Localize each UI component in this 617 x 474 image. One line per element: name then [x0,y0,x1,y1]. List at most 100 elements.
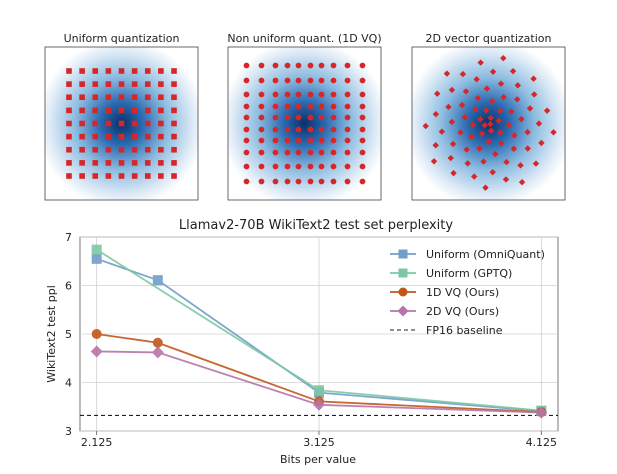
uniform-point [171,107,177,114]
vq-point [496,107,504,115]
legend-marker [398,287,408,297]
nonuniform-point [258,62,265,69]
nonuniform-point [307,91,314,98]
uniform-point [118,68,125,74]
nonuniform-point [330,126,337,133]
uniform-point [79,160,85,166]
uniform-point [131,81,138,87]
uniform-point [105,94,112,101]
vq-point [489,168,496,176]
vq-point [450,169,457,177]
uniform-point [171,94,177,101]
uniform-grid-points [66,68,177,179]
nonuniform-point [284,126,291,133]
uniform-point [144,81,151,87]
uniform-point [92,133,99,140]
nonuniform-point [272,62,279,69]
vq-point [502,176,510,183]
uniform-point [158,173,164,179]
uniform-point [66,107,72,114]
nonuniform-point [295,62,302,69]
nonuniform-point [307,77,314,84]
vq-point [509,67,517,75]
vq-point [422,122,429,130]
nonuniform-point [330,163,337,170]
uniform-point [92,146,99,153]
panel-title-1d-vq: Non uniform quant. (1D VQ) [227,32,382,45]
nonuniform-point [359,103,366,110]
uniform-point [79,173,85,179]
vq-point [531,91,538,98]
nonuniform-point [344,62,351,69]
nonuniform-point [295,137,302,144]
uniform-point [118,120,125,127]
nonuniform-point [284,91,291,98]
nonuniform-point [359,62,366,69]
nonuniform-point [284,163,291,170]
vq-point [462,88,470,95]
vq-point [514,82,521,89]
nonuniform-point [295,178,302,185]
nonuniform-point [272,149,279,156]
panel-2d-vector-quantization [411,46,566,201]
uniform-point [92,160,99,166]
nonuniform-point [258,149,265,156]
vq-point [487,127,495,134]
vq-point [510,145,518,152]
chart-title: Llamav2-70B WikiText2 test set perplexit… [179,218,453,233]
vq-point [482,184,489,191]
nonuniform-point [258,91,265,98]
data-point [91,253,102,264]
uniform-point [105,160,112,166]
vq-point [473,76,480,83]
uniform-point [144,94,151,101]
nonuniform-point [272,103,279,110]
nonuniform-point [318,77,325,84]
data-point [152,275,163,286]
data-point [152,337,163,348]
nonuniform-point [318,178,325,185]
nonuniform-point [330,77,337,84]
nonuniform-point [344,103,351,110]
vq-point [492,150,499,158]
uniform-point [92,94,99,101]
nonuniform-point [359,178,366,185]
vq-point [477,116,484,123]
uniform-point [79,68,85,74]
uniform-point [92,68,99,74]
nonuniform-point [243,137,250,144]
uniform-point [118,160,125,166]
nonuniform-point [318,103,325,110]
vq-point [507,108,515,115]
vq-point [511,132,518,139]
vq-point [448,86,456,94]
legend-marker [398,268,408,278]
vq-point [505,122,513,129]
nonuniform-point [344,126,351,133]
nonuniform-point [258,137,265,144]
uniform-point [171,160,177,166]
vq-point [524,128,531,136]
vq-point [481,122,488,129]
nonuniform-point [359,114,366,121]
uniform-point [66,133,72,140]
vq-point [447,154,454,162]
nonuniform-point [258,114,265,121]
vq-point [457,129,464,136]
series-layer [80,244,558,419]
vq-point [449,140,457,148]
data-point [90,345,103,358]
vq-point [530,75,537,82]
vq-point [443,70,451,77]
vq-point [480,158,487,165]
nonuniform-point [272,137,279,144]
uniform-point [118,133,125,140]
uniform-point [131,173,138,179]
nonuniform-point [258,126,265,133]
uniform-point [118,81,125,87]
legend-marker [397,305,409,317]
nonuniform-point [330,137,337,144]
uniform-point [92,173,99,179]
y-tick-label: 6 [65,280,72,293]
